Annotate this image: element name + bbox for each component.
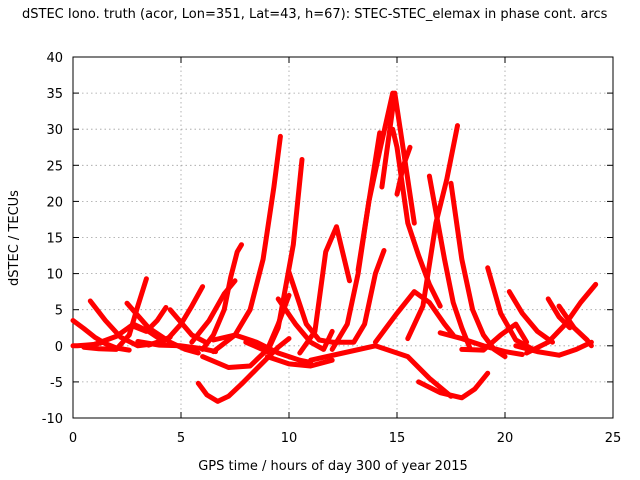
series-arc-19 [286, 269, 335, 345]
series-layer [70, 90, 599, 404]
x-tick-label: 10 [281, 431, 298, 446]
series-arc-14 [210, 133, 283, 355]
series-arc-36 [485, 265, 536, 352]
series-arc-26 [390, 126, 443, 309]
series-arc-32 [448, 180, 508, 360]
series-arc-8 [131, 305, 169, 334]
series-arc-31 [426, 173, 473, 352]
series-arc-10 [146, 284, 206, 348]
y-axis-label: dSTEC / TECUs [7, 190, 22, 286]
grid [73, 57, 613, 418]
x-axis-label: GPS time / hours of day 300 of year 2015 [198, 459, 468, 474]
series-arc-6 [124, 300, 201, 356]
axis-ticks: 0 5 10 15 20 25 -10 -5 0 5 10 15 20 25 30 35 40 [42, 51, 622, 446]
series-arc-20 [264, 354, 335, 369]
y-tick-label: -5 [50, 376, 63, 391]
chart-title: dSTEC Iono. truth (acor, Lon=351, Lat=43… [22, 7, 608, 22]
x-tick-label: 20 [497, 431, 514, 446]
y-tick-label: 35 [46, 87, 63, 102]
x-tick-label: 15 [389, 431, 406, 446]
series-arc-33 [416, 370, 491, 401]
series-arc-27 [394, 144, 413, 197]
series-arc-25 [379, 90, 417, 226]
series-arc-17 [243, 157, 305, 355]
series-arc-22 [329, 248, 387, 345]
series-arc-9 [167, 307, 210, 346]
x-tick-label: 0 [69, 431, 77, 446]
y-tick-label: 25 [46, 159, 63, 174]
series-arc-35 [459, 321, 530, 353]
series-arc-13 [189, 278, 238, 345]
series-arc-24 [355, 90, 396, 273]
y-tick-label: 15 [46, 232, 63, 247]
series-arc-34 [437, 330, 525, 357]
series-arc-41 [556, 303, 594, 349]
series-arc-11 [195, 336, 292, 404]
y-tick-label: 5 [55, 304, 63, 319]
series-arc-40 [545, 296, 573, 331]
series-arc-28 [308, 343, 454, 399]
y-tick-label: 40 [46, 51, 63, 66]
series-arc-4 [81, 276, 149, 352]
y-tick-label: 0 [55, 340, 63, 355]
x-tick-label: 25 [605, 431, 622, 446]
y-tick-label: 10 [46, 268, 63, 283]
series-arc-21 [297, 224, 352, 356]
y-tick-label: 20 [46, 195, 63, 210]
series-arc-37 [506, 289, 555, 345]
y-tick-label: -10 [42, 412, 63, 427]
x-tick-label: 5 [177, 431, 185, 446]
y-tick-label: 30 [46, 123, 63, 138]
